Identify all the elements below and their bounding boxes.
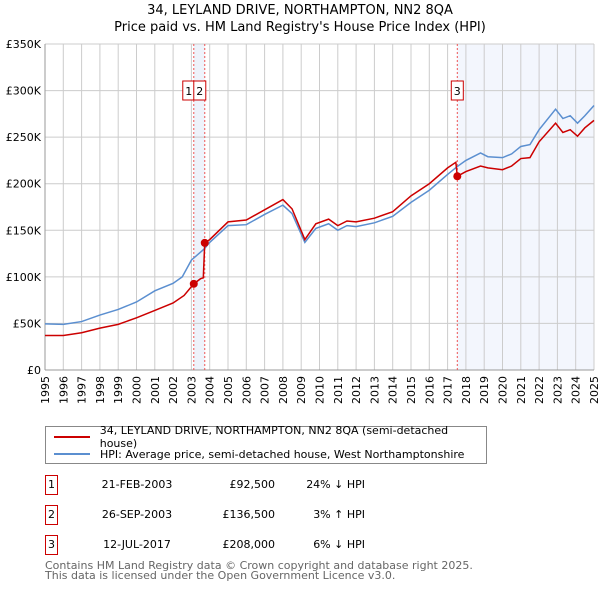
sale-label: 3 bbox=[454, 85, 461, 98]
x-tick-label: 1997 bbox=[76, 376, 89, 404]
sale-hpi-diff: 6% ↓ HPI bbox=[313, 538, 365, 551]
x-tick-label: 2016 bbox=[423, 376, 436, 404]
x-tick-label: 2019 bbox=[478, 376, 491, 404]
chart-subtitle: Price paid vs. HM Land Registry's House … bbox=[114, 20, 486, 35]
x-tick-label: 2000 bbox=[131, 376, 144, 404]
sale-date: 12-JUL-2017 bbox=[103, 538, 171, 551]
footer-line: Contains HM Land Registry data © Crown c… bbox=[45, 559, 473, 572]
x-tick-label: 2004 bbox=[204, 376, 217, 404]
sale-hpi-diff: 24% ↓ HPI bbox=[306, 478, 365, 491]
footer: Contains HM Land Registry data © Crown c… bbox=[45, 559, 473, 582]
x-tick-label: 2008 bbox=[277, 376, 290, 404]
y-tick-label: £250K bbox=[6, 131, 42, 144]
x-tick-label: 2003 bbox=[185, 376, 198, 404]
x-tick-label: 2010 bbox=[314, 376, 327, 404]
property-price-line bbox=[45, 119, 595, 337]
x-tick-label: 2011 bbox=[332, 376, 345, 404]
sale-point bbox=[453, 172, 462, 181]
legend-item-property: 34, LEYLAND DRIVE, NORTHAMPTON, NN2 8QA … bbox=[54, 424, 486, 450]
y-tick-label: £200K bbox=[6, 178, 42, 191]
x-tick-label: 2015 bbox=[405, 376, 418, 404]
x-tick-label: 2014 bbox=[387, 376, 400, 404]
x-tick-label: 2005 bbox=[222, 376, 235, 404]
x-tick-label: 2001 bbox=[149, 376, 162, 404]
legend-swatch bbox=[54, 453, 90, 455]
x-tick-label: 2018 bbox=[460, 376, 473, 404]
legend-item-hpi: HPI: Average price, semi-detached house,… bbox=[54, 446, 464, 462]
footer-line: This data is licensed under the Open Gov… bbox=[45, 569, 396, 582]
sale-label: 2 bbox=[196, 85, 203, 98]
legend-label: 34, LEYLAND DRIVE, NORTHAMPTON, NN2 8QA … bbox=[99, 424, 449, 450]
shaded-period bbox=[457, 44, 594, 370]
x-tick-label: 1999 bbox=[112, 376, 125, 404]
y-tick-label: £150K bbox=[6, 224, 42, 237]
x-tick-label: 2023 bbox=[551, 376, 564, 404]
x-tick-label: 2009 bbox=[295, 376, 308, 404]
sale-price: £92,500 bbox=[229, 478, 276, 491]
x-tick-label: 2013 bbox=[368, 376, 381, 404]
sale-label-box bbox=[450, 80, 464, 101]
x-tick-label: 2020 bbox=[497, 376, 510, 404]
y-tick-label: £50K bbox=[13, 317, 42, 330]
sale-label-box bbox=[193, 80, 207, 101]
chart-title: 34, LEYLAND DRIVE, NORTHAMPTON, NN2 8QA bbox=[147, 3, 453, 18]
x-tick-label: 2022 bbox=[533, 376, 546, 404]
sale-number-box: 3 bbox=[45, 535, 58, 555]
sale-point bbox=[200, 238, 209, 247]
y-tick-label: £350K bbox=[6, 38, 42, 51]
x-tick-label: 2012 bbox=[350, 376, 363, 404]
x-tick-label: 2006 bbox=[240, 376, 253, 404]
x-tick-label: 1996 bbox=[57, 376, 70, 404]
sale-number-box: 1 bbox=[45, 475, 58, 495]
sale-price: £136,500 bbox=[222, 508, 276, 521]
sale-label: 1 bbox=[185, 85, 192, 98]
legend-label: HPI: Average price, semi-detached house,… bbox=[100, 447, 465, 461]
sale-point bbox=[189, 279, 198, 288]
x-tick-label: 1998 bbox=[94, 376, 107, 404]
plot-area: 1995 1996 1997 1998 1999 2000 2001 2002 2003 2004… bbox=[6, 38, 600, 404]
shaded-period bbox=[193, 44, 205, 370]
sale-date: 21-FEB-2003 bbox=[101, 478, 173, 491]
sale-number-box: 2 bbox=[45, 505, 58, 525]
sale-hpi-diff: 3% ↑ HPI bbox=[313, 508, 365, 521]
x-tick-label: 2024 bbox=[570, 376, 583, 404]
x-tick-label: 1995 bbox=[39, 376, 52, 404]
x-tick-label: 2025 bbox=[588, 376, 600, 404]
x-tick-label: 2002 bbox=[167, 376, 180, 404]
legend: 34, LEYLAND DRIVE, NORTHAMPTON, NN2 8QA … bbox=[45, 424, 487, 464]
x-tick-label: 2021 bbox=[515, 376, 528, 404]
sale-price: £208,000 bbox=[222, 538, 276, 551]
x-tick-label: 2007 bbox=[259, 376, 272, 404]
y-tick-label: £0 bbox=[27, 364, 41, 377]
legend-swatch bbox=[54, 436, 90, 438]
sale-date: 26-SEP-2003 bbox=[101, 508, 173, 521]
x-tick-label: 2017 bbox=[442, 376, 455, 404]
y-tick-label: £100K bbox=[6, 271, 42, 284]
y-tick-label: £300K bbox=[6, 85, 42, 98]
hpi-line bbox=[44, 104, 595, 326]
